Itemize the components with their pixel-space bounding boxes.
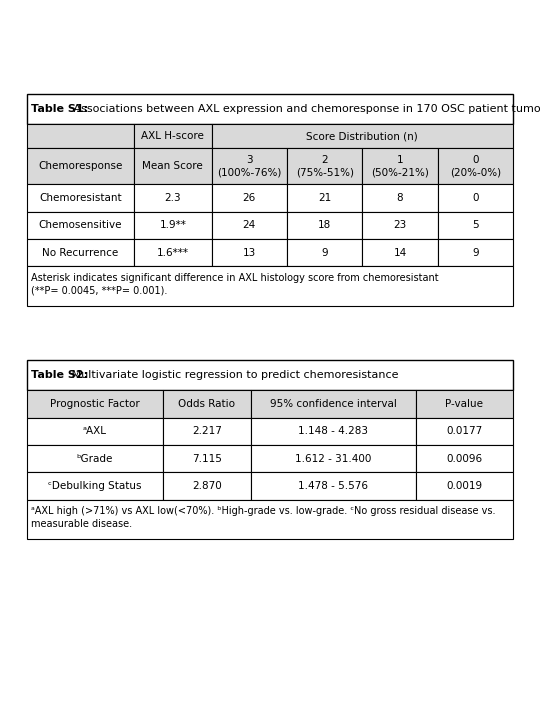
Bar xyxy=(134,184,212,212)
Text: 2.870: 2.870 xyxy=(192,481,222,491)
Bar xyxy=(27,360,513,390)
Text: Score Distribution (n): Score Distribution (n) xyxy=(307,131,418,141)
Text: 2.3: 2.3 xyxy=(165,193,181,203)
Bar xyxy=(163,472,251,500)
Bar xyxy=(212,148,287,184)
Text: 1.9**: 1.9** xyxy=(159,220,186,230)
Bar xyxy=(251,418,416,445)
Bar xyxy=(27,472,163,500)
Bar xyxy=(163,418,251,445)
Bar xyxy=(416,472,513,500)
Text: 1.612 - 31.400: 1.612 - 31.400 xyxy=(295,454,372,464)
Bar xyxy=(134,148,212,184)
Text: Table S2:: Table S2: xyxy=(31,370,89,380)
Text: 13: 13 xyxy=(242,248,256,258)
Text: 0.0019: 0.0019 xyxy=(447,481,482,491)
Text: P-value: P-value xyxy=(446,399,483,409)
Bar xyxy=(212,124,513,148)
Text: No Recurrence: No Recurrence xyxy=(42,248,119,258)
Bar xyxy=(27,500,513,539)
Text: 2.217: 2.217 xyxy=(192,426,222,436)
Bar xyxy=(251,445,416,472)
Bar xyxy=(438,148,513,184)
Bar xyxy=(287,239,362,266)
Bar xyxy=(212,184,287,212)
Text: ᶜDebulking Status: ᶜDebulking Status xyxy=(48,481,142,491)
Bar xyxy=(362,212,438,239)
Bar xyxy=(163,390,251,418)
Bar xyxy=(438,239,513,266)
Text: AXL H-score: AXL H-score xyxy=(141,131,204,141)
Text: 23: 23 xyxy=(393,220,407,230)
Text: 9: 9 xyxy=(321,248,328,258)
Bar xyxy=(134,239,212,266)
Text: Mean Score: Mean Score xyxy=(143,161,203,171)
Bar xyxy=(287,212,362,239)
Bar xyxy=(287,184,362,212)
Text: Chemoresponse: Chemoresponse xyxy=(38,161,123,171)
Text: 1.6***: 1.6*** xyxy=(157,248,189,258)
Text: 2
(75%-51%): 2 (75%-51%) xyxy=(296,155,354,178)
Bar xyxy=(362,184,438,212)
Text: 18: 18 xyxy=(318,220,332,230)
Text: ᵇGrade: ᵇGrade xyxy=(77,454,113,464)
Bar xyxy=(251,390,416,418)
Text: 1.148 - 4.283: 1.148 - 4.283 xyxy=(298,426,368,436)
Text: 26: 26 xyxy=(242,193,256,203)
Text: Table S1:: Table S1: xyxy=(31,104,89,114)
Bar xyxy=(416,418,513,445)
Bar xyxy=(27,212,134,239)
Text: 24: 24 xyxy=(242,220,256,230)
Text: 3
(100%-76%): 3 (100%-76%) xyxy=(217,155,281,178)
Bar xyxy=(416,390,513,418)
Bar xyxy=(27,266,513,306)
Bar xyxy=(251,472,416,500)
Text: 0.0177: 0.0177 xyxy=(446,426,483,436)
Text: 0.0096: 0.0096 xyxy=(447,454,482,464)
Bar xyxy=(362,148,438,184)
Text: 5: 5 xyxy=(472,220,478,230)
Text: 0: 0 xyxy=(472,193,478,203)
Text: 7.115: 7.115 xyxy=(192,454,222,464)
Bar xyxy=(212,239,287,266)
Text: ᵃAXL: ᵃAXL xyxy=(83,426,107,436)
Text: Chemoresistant: Chemoresistant xyxy=(39,193,122,203)
Bar xyxy=(27,445,163,472)
Bar xyxy=(212,212,287,239)
Text: 21: 21 xyxy=(318,193,332,203)
Text: 1.478 - 5.576: 1.478 - 5.576 xyxy=(298,481,368,491)
Text: 8: 8 xyxy=(397,193,403,203)
Bar xyxy=(27,390,163,418)
Bar xyxy=(27,148,134,184)
Bar xyxy=(27,239,134,266)
Text: 95% confidence interval: 95% confidence interval xyxy=(270,399,396,409)
Text: 14: 14 xyxy=(393,248,407,258)
Bar xyxy=(438,184,513,212)
Bar xyxy=(27,184,134,212)
Text: Odds Ratio: Odds Ratio xyxy=(178,399,235,409)
Text: Asterisk indicates significant difference in AXL histology score from chemoresis: Asterisk indicates significant differenc… xyxy=(31,273,439,296)
Text: 9: 9 xyxy=(472,248,478,258)
Bar xyxy=(134,212,212,239)
Text: Chemosensitive: Chemosensitive xyxy=(39,220,122,230)
Bar xyxy=(27,124,134,148)
Bar xyxy=(287,148,362,184)
Bar xyxy=(416,445,513,472)
Bar xyxy=(362,239,438,266)
Bar xyxy=(163,445,251,472)
Text: ᵃAXL high (>71%) vs AXL low(<70%). ᵇHigh-grade vs. low-grade. ᶜNo gross residual: ᵃAXL high (>71%) vs AXL low(<70%). ᵇHigh… xyxy=(31,506,496,529)
Bar xyxy=(27,418,163,445)
Text: Multivariate logistic regression to predict chemoresistance: Multivariate logistic regression to pred… xyxy=(68,370,399,380)
Bar xyxy=(134,124,212,148)
Text: 0
(20%-0%): 0 (20%-0%) xyxy=(450,155,501,178)
Text: Associations between AXL expression and chemoresponse in 170 OSC patient tumors: Associations between AXL expression and … xyxy=(70,104,540,114)
Text: Prognostic Factor: Prognostic Factor xyxy=(50,399,140,409)
Bar xyxy=(27,94,513,124)
Bar xyxy=(438,212,513,239)
Text: 1
(50%-21%): 1 (50%-21%) xyxy=(371,155,429,178)
